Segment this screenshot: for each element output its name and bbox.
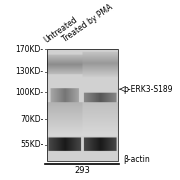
Text: 70KD-: 70KD- [20, 115, 44, 124]
Text: 293: 293 [75, 166, 90, 175]
Text: 130KD-: 130KD- [16, 67, 44, 76]
FancyBboxPatch shape [82, 49, 118, 161]
Text: 170KD-: 170KD- [16, 45, 44, 54]
Text: Untreated: Untreated [42, 15, 79, 44]
Text: β-actin: β-actin [123, 155, 150, 164]
Text: 100KD-: 100KD- [16, 88, 44, 97]
Text: p-ERK3-S189: p-ERK3-S189 [123, 85, 172, 94]
FancyBboxPatch shape [47, 49, 118, 161]
FancyBboxPatch shape [47, 49, 82, 161]
Text: 55KD-: 55KD- [20, 140, 44, 149]
Text: Treated by PMA: Treated by PMA [61, 3, 114, 44]
